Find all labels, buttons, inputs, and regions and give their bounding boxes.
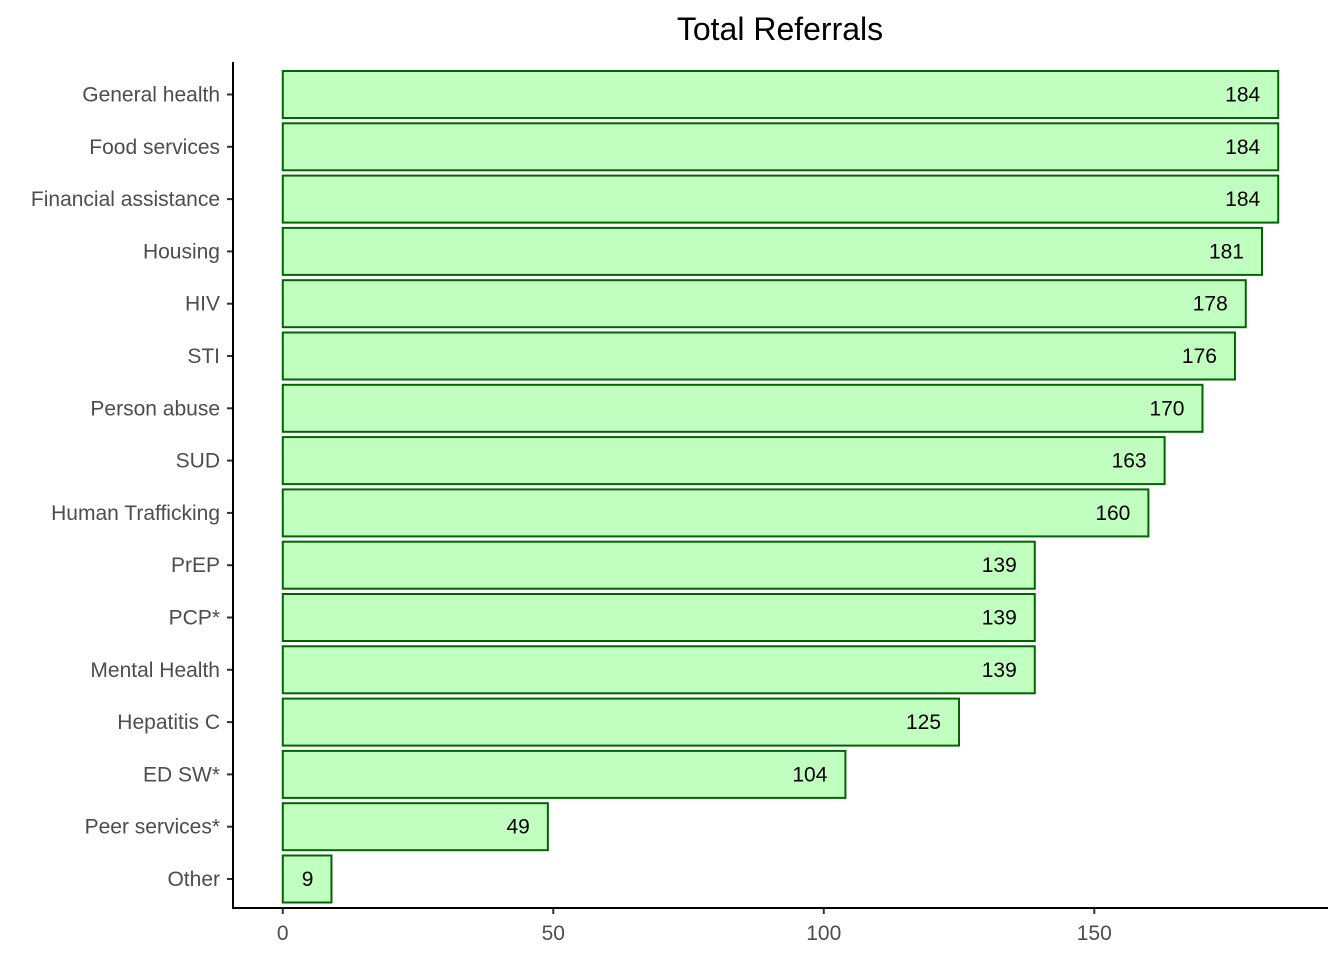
chart-title: Total Referrals (677, 11, 883, 47)
x-tick-label-1: 0 (277, 922, 289, 945)
x-tick-label-3: 100 (806, 922, 841, 945)
y-tick-label-10: PrEP (171, 554, 220, 577)
bar-1 (281, 70, 1280, 119)
x-tick-label-2: 50 (542, 922, 565, 945)
y-tick-label-5: HIV (185, 293, 220, 316)
data-label-5: 178 (1193, 293, 1228, 316)
y-tick-label-16: Other (167, 868, 220, 891)
bar-13 (281, 697, 961, 747)
y-tick-label-3: Financial assistance (31, 188, 220, 211)
y-tick-label-15: Peer services* (85, 816, 220, 839)
bar-3 (281, 174, 1280, 224)
bar-15 (281, 802, 549, 852)
data-label-13: 125 (906, 711, 941, 734)
y-tick-label-14: ED SW* (143, 763, 220, 786)
y-tick-label-2: Food services (89, 136, 220, 159)
bar-4 (281, 226, 1263, 276)
bar-12 (281, 645, 1036, 695)
y-tick-label-11: PCP* (169, 607, 220, 630)
bar-8 (281, 436, 1166, 486)
y-tick-label-12: Mental Health (90, 659, 220, 682)
y-axis-labels: General health Food services Financial ass… (31, 84, 233, 891)
x-axis: 0 50 100 150 (277, 908, 1112, 945)
y-tick-label-7: Person abuse (90, 397, 220, 420)
y-tick-label-6: STI (187, 345, 220, 368)
data-label-1: 184 (1225, 84, 1260, 107)
bar-7 (281, 383, 1204, 433)
y-tick-label-9: Human Trafficking (51, 502, 220, 525)
data-label-12: 139 (982, 659, 1017, 682)
bar-5 (281, 279, 1247, 329)
bar-14 (281, 749, 847, 799)
y-tick-label-13: Hepatitis C (117, 711, 220, 734)
data-label-9: 160 (1095, 502, 1130, 525)
bar-9 (281, 488, 1150, 538)
bar-16 (281, 854, 333, 904)
y-tick-label-4: Housing (143, 240, 220, 263)
bar-11 (281, 593, 1036, 642)
bar-6 (281, 331, 1236, 381)
data-label-14: 104 (792, 763, 827, 786)
data-label-2: 184 (1225, 136, 1260, 159)
bar-10 (281, 540, 1036, 590)
data-label-10: 139 (982, 554, 1017, 577)
y-tick-label-1: General health (82, 84, 220, 107)
data-label-8: 163 (1112, 450, 1147, 473)
data-label-7: 170 (1149, 397, 1184, 420)
data-label-4: 181 (1209, 240, 1244, 263)
x-tick-label-4: 150 (1077, 922, 1112, 945)
data-label-11: 139 (982, 607, 1017, 630)
data-label-6: 176 (1182, 345, 1217, 368)
data-label-15: 49 (507, 816, 530, 839)
data-label-3: 184 (1225, 188, 1260, 211)
data-label-16: 9 (302, 868, 314, 891)
bars-group: 184 184 184 181 178 176 170 163 160 139 139 139 125 1… (281, 70, 1280, 904)
bar-2 (281, 122, 1280, 172)
y-tick-label-8: SUD (176, 450, 220, 473)
